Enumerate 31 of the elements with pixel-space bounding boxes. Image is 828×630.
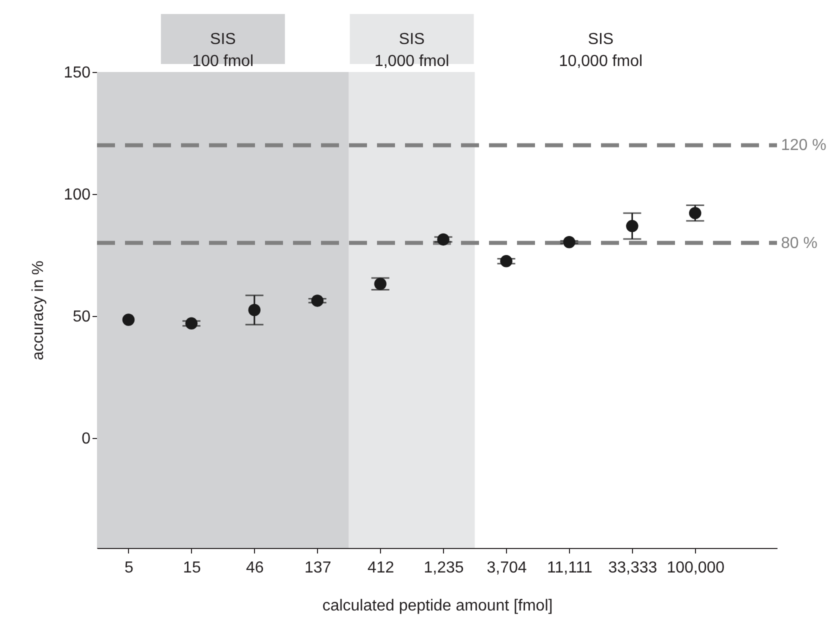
y-axis-title: accuracy in % [30, 260, 47, 360]
x-tick-label: 412 [367, 560, 394, 576]
x-tick-label: 3,704 [486, 560, 527, 576]
point [248, 304, 261, 316]
ref-line-label: 80 % [781, 234, 818, 252]
y-tick-label: 50 [72, 308, 91, 326]
x-tick-label: 5 [124, 560, 134, 576]
x-axis-title: calculated peptide amount [fmol] [322, 598, 553, 614]
point [185, 317, 198, 330]
x-tick-label: 15 [183, 560, 201, 576]
x-tick-label: 100,000 [666, 560, 725, 576]
band-label: SIS 1,000 fmol [374, 31, 450, 70]
point [563, 236, 576, 248]
x-tick-label: 46 [246, 560, 264, 576]
y-tick-label: 0 [82, 430, 91, 448]
x-tick-label: 1,235 [424, 560, 464, 576]
band-label: SIS 100 fmol [192, 31, 254, 70]
y-tick-label: 150 [64, 64, 91, 82]
x-tick-label: 33,333 [608, 560, 658, 576]
point [374, 278, 386, 290]
point [437, 233, 450, 246]
point [311, 294, 324, 307]
point [122, 314, 135, 326]
point [500, 255, 512, 268]
x-tick-label: 137 [304, 560, 332, 576]
x-tick-label: 11,111 [547, 560, 593, 576]
point [689, 206, 702, 220]
text: SIS 10,000 fmol [558, 31, 643, 70]
y-tick-label: 100 [64, 186, 91, 204]
ref-line-label: 120 % [781, 137, 826, 154]
point [626, 220, 638, 232]
